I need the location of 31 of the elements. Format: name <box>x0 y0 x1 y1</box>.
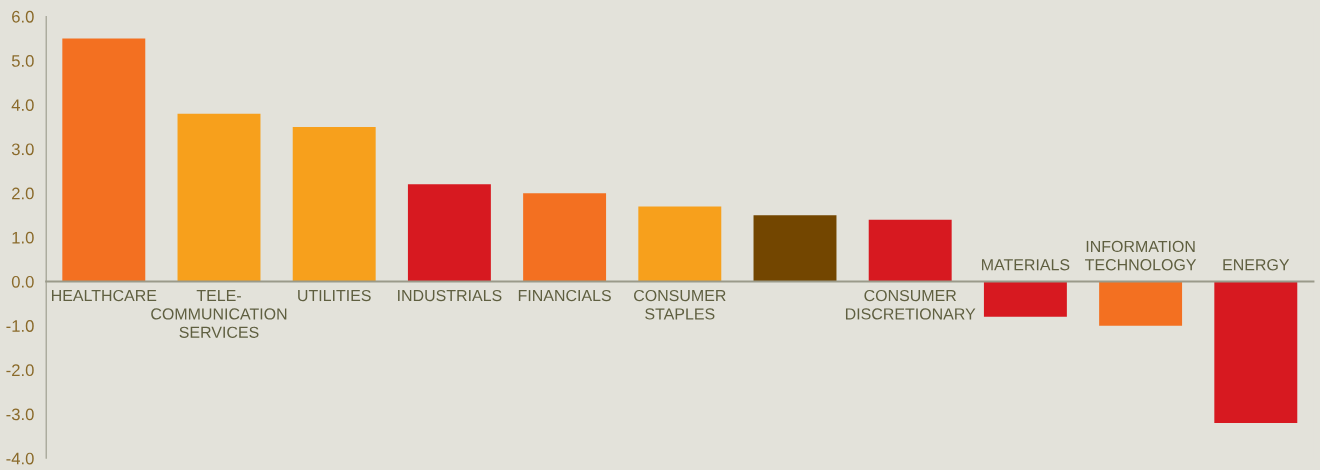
x-tick-label: MATERIALS <box>982 259 1070 271</box>
bar <box>753 215 837 282</box>
y-tick-label: 0.0 <box>11 275 34 288</box>
x-tick-label: CONSUMER DISCRETIONARY <box>845 289 976 320</box>
x-tick-label: FINANCIALS <box>518 289 611 302</box>
bar <box>523 193 607 282</box>
bar <box>868 219 952 282</box>
y-tick-label: 4.0 <box>11 99 34 112</box>
bar <box>1099 281 1183 326</box>
y-tick-label: 6.0 <box>12 10 34 23</box>
x-tick-label: ENERGY <box>1223 259 1290 271</box>
bar <box>983 281 1067 317</box>
y-tick-label: -1.0 <box>6 320 34 332</box>
y-tick-label: 5.0 <box>11 55 34 67</box>
bar <box>292 126 376 282</box>
x-tick-label: HEALTHCARE <box>52 289 157 302</box>
x-tick-label: CONSUMER STAPLES <box>634 289 726 320</box>
y-tick-label: 1.0 <box>12 231 34 244</box>
y-tick-label: 3.0 <box>11 143 34 156</box>
y-tick-label: -2.0 <box>6 364 34 377</box>
bar <box>177 113 261 282</box>
bar <box>1214 281 1298 423</box>
bar <box>638 206 722 282</box>
y-tick-label: -3.0 <box>6 408 34 421</box>
x-tick-label: UTILITIES <box>298 289 371 302</box>
y-tick-label: 2.0 <box>12 187 34 200</box>
bar <box>407 184 491 282</box>
bar <box>62 38 146 282</box>
x-tick-label: INFORMATION TECHNOLOGY <box>1085 240 1197 271</box>
y-tick-label: -4.0 <box>6 452 34 465</box>
x-tick-label: INDUSTRIALS <box>398 289 502 302</box>
